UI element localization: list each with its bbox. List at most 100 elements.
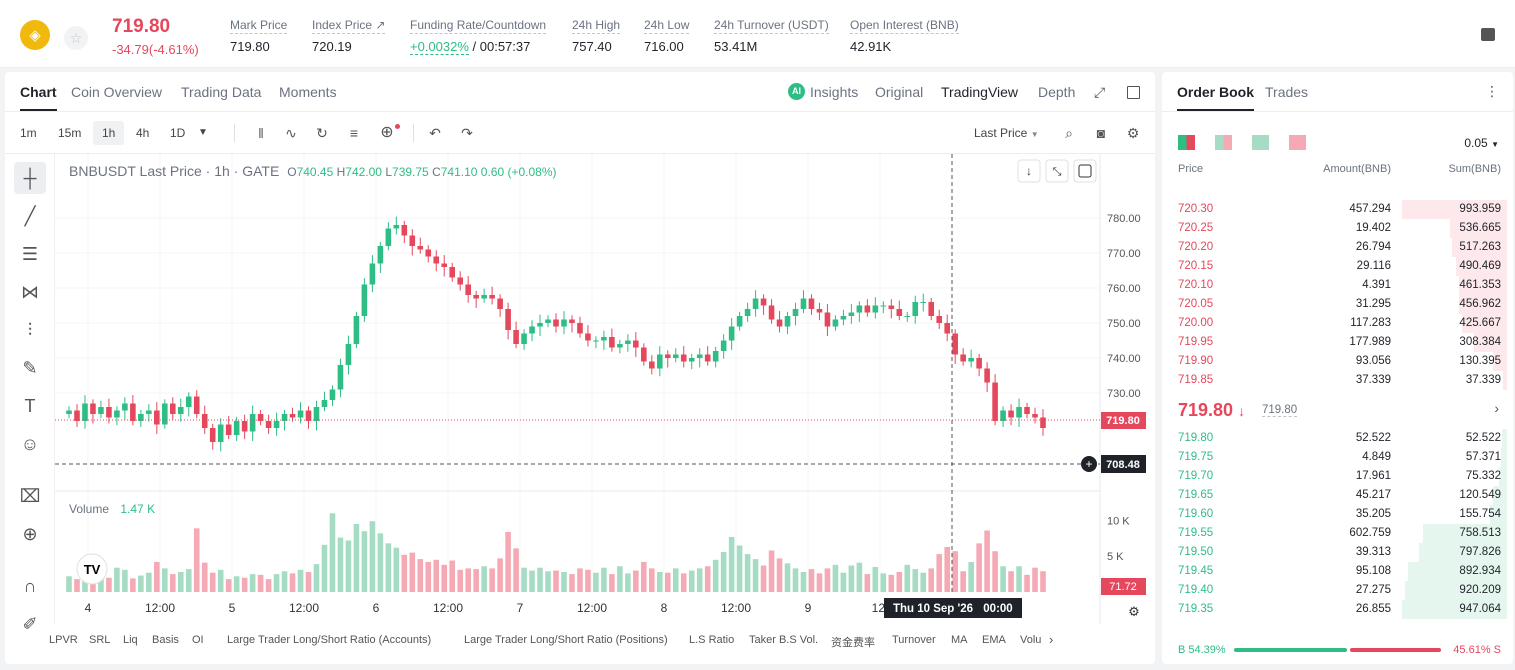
indicator-item[interactable]: EMA bbox=[982, 634, 1006, 646]
indicators-icon[interactable]: ∿ bbox=[285, 125, 297, 141]
candlestick-type-icon[interactable]: 𝍪 bbox=[258, 125, 264, 141]
orderbook-row[interactable]: 719.75 4.849 57.371 bbox=[1162, 448, 1513, 467]
fullscreen-icon[interactable]: ⤢ bbox=[1094, 84, 1106, 100]
indicator-item[interactable]: Large Trader Long/Short Ratio (Positions… bbox=[464, 634, 668, 646]
orderbook-row[interactable]: 719.60 35.205 155.754 bbox=[1162, 505, 1513, 524]
orderbook-row[interactable]: 719.85 37.339 37.339 bbox=[1162, 371, 1513, 390]
add-icon[interactable]: ⊕ bbox=[380, 124, 394, 141]
view-alt-icon[interactable] bbox=[1215, 135, 1232, 150]
tab-depth[interactable]: Depth bbox=[1038, 84, 1076, 100]
tab-trades[interactable]: Trades bbox=[1265, 84, 1309, 100]
stat-index-price[interactable]: Index Price ↗ 720.19 bbox=[312, 18, 386, 54]
indicator-item[interactable]: Volu bbox=[1020, 634, 1042, 646]
indicator-item[interactable]: Basis bbox=[152, 634, 179, 646]
indicator-item[interactable]: OI bbox=[192, 634, 204, 646]
indicator-item[interactable]: MA bbox=[951, 634, 968, 646]
timeframe-dropdown-icon[interactable]: ▼ bbox=[198, 127, 208, 138]
indicator-item[interactable]: L.S Ratio bbox=[689, 634, 735, 646]
orderbook-row[interactable]: 720.00 117.283 425.667 bbox=[1162, 314, 1513, 333]
view-asks-icon[interactable] bbox=[1289, 135, 1306, 150]
mid-mark-price[interactable]: 719.80 bbox=[1262, 404, 1298, 417]
magnet-icon[interactable]: ∩ bbox=[23, 576, 37, 596]
timeframe-1d[interactable]: 1D bbox=[170, 126, 186, 140]
chevron-right-icon[interactable]: › bbox=[1494, 400, 1499, 416]
window-icon[interactable] bbox=[1127, 86, 1140, 99]
candle bbox=[473, 295, 479, 299]
indicator-item[interactable]: SRL bbox=[89, 634, 111, 646]
indicator-item[interactable]: Large Trader Long/Short Ratio (Accounts) bbox=[227, 634, 432, 646]
search-icon[interactable]: ⌕ bbox=[1065, 125, 1073, 141]
volume-bar bbox=[672, 568, 679, 592]
precision-select[interactable]: 0.05 ▼ bbox=[1464, 136, 1499, 150]
orderbook-row[interactable]: 719.80 52.522 52.522 bbox=[1162, 429, 1513, 448]
tab-chart[interactable]: Chart bbox=[20, 84, 57, 111]
timeframe-15m[interactable]: 15m bbox=[58, 126, 82, 140]
horizontal-lines-icon[interactable]: ☰ bbox=[21, 244, 39, 264]
book-icon[interactable] bbox=[1481, 28, 1495, 41]
replay-icon[interactable]: ↻ bbox=[316, 125, 328, 141]
orderbook-row[interactable]: 719.40 27.275 920.209 bbox=[1162, 581, 1513, 600]
candle bbox=[433, 256, 440, 264]
volume-bar bbox=[257, 574, 264, 592]
tab-insights[interactable]: Insights bbox=[810, 84, 859, 100]
chevron-right-icon[interactable]: › bbox=[1049, 632, 1054, 647]
orderbook-row[interactable]: 719.55 602.759 758.513 bbox=[1162, 524, 1513, 543]
orderbook-row[interactable]: 719.95 177.989 308.384 bbox=[1162, 333, 1513, 352]
brush-icon[interactable]: ✎ bbox=[22, 358, 38, 378]
candle bbox=[896, 309, 903, 316]
funding-rate[interactable]: +0.0032% bbox=[410, 39, 469, 55]
orderbook-row[interactable]: 719.65 45.217 120.549 bbox=[1162, 486, 1513, 505]
ticker-header: ◈ ☆ 719.80 -34.79(-4.61%) Mark Price 719… bbox=[0, 0, 1515, 68]
view-bids-icon[interactable] bbox=[1252, 135, 1269, 150]
undo-icon[interactable]: ↶ bbox=[429, 125, 441, 141]
timeframe-1m[interactable]: 1m bbox=[20, 126, 37, 140]
fib-icon[interactable]: ⫶ bbox=[27, 320, 33, 340]
pencil-lock-icon[interactable]: ✐ bbox=[22, 614, 38, 634]
indicator-item[interactable]: Liq bbox=[123, 634, 138, 646]
tab-coin-overview[interactable]: Coin Overview bbox=[71, 84, 163, 100]
volume-bar bbox=[169, 574, 176, 592]
orderbook-row[interactable]: 720.25 19.402 536.665 bbox=[1162, 219, 1513, 238]
tab-trading-data[interactable]: Trading Data bbox=[181, 84, 262, 100]
settings-gear-icon[interactable]: ⚙ bbox=[1126, 125, 1140, 141]
templates-icon[interactable]: ≡ bbox=[349, 125, 359, 141]
orderbook-row[interactable]: 720.15 29.116 490.469 bbox=[1162, 257, 1513, 276]
pattern-icon[interactable]: ⋈ bbox=[21, 282, 39, 302]
price-type-select[interactable]: Last Price ▼ bbox=[974, 126, 1039, 140]
ruler-icon[interactable]: ⌧ bbox=[19, 486, 41, 506]
timeframe-1h[interactable]: 1h bbox=[93, 121, 125, 145]
zoom-in-icon[interactable]: ⊕ bbox=[22, 524, 38, 544]
orderbook-row[interactable]: 719.50 39.313 797.826 bbox=[1162, 543, 1513, 562]
orderbook-row[interactable]: 720.30 457.294 993.959 bbox=[1162, 200, 1513, 219]
orderbook-row[interactable]: 719.70 17.961 75.332 bbox=[1162, 467, 1513, 486]
indicator-item[interactable]: Taker B.S Vol. bbox=[749, 634, 819, 646]
view-both-icon[interactable] bbox=[1178, 135, 1195, 150]
orderbook-row[interactable]: 720.05 31.295 456.962 bbox=[1162, 295, 1513, 314]
stat-label: 24h High bbox=[572, 18, 621, 34]
tab-order-book[interactable]: Order Book bbox=[1177, 84, 1255, 111]
candle bbox=[960, 354, 966, 362]
camera-icon[interactable]: ◙ bbox=[1096, 125, 1106, 141]
emoji-icon[interactable]: ☺ bbox=[20, 434, 40, 454]
orderbook-row[interactable]: 719.45 95.108 892.934 bbox=[1162, 562, 1513, 581]
orderbook-row[interactable]: 720.20 26.794 517.263 bbox=[1162, 238, 1513, 257]
row-sum: 947.064 bbox=[1459, 603, 1501, 615]
trendline-icon[interactable]: ╱ bbox=[24, 206, 36, 226]
orderbook-row[interactable]: 720.10 4.391 461.353 bbox=[1162, 276, 1513, 295]
orderbook-row[interactable]: 719.90 93.056 130.395 bbox=[1162, 352, 1513, 371]
timeframe-4h[interactable]: 4h bbox=[136, 126, 150, 140]
favorite-star-icon[interactable]: ☆ bbox=[64, 26, 88, 50]
orderbook-row[interactable]: 719.35 26.855 947.064 bbox=[1162, 600, 1513, 619]
redo-icon[interactable]: ↷ bbox=[461, 125, 473, 141]
indicator-item[interactable]: 资金费率 bbox=[831, 637, 875, 649]
price-chart[interactable]: 780.00 770.00 760.00 750.00 740.00 730.00 10 K… bbox=[55, 154, 1150, 624]
tab-tradingview[interactable]: TradingView bbox=[941, 84, 1019, 100]
crosshair-icon[interactable]: ┼ bbox=[14, 162, 46, 194]
tab-original[interactable]: Original bbox=[875, 84, 924, 100]
indicator-item[interactable]: LPVR bbox=[49, 634, 78, 646]
tab-moments[interactable]: Moments bbox=[279, 84, 337, 100]
text-tool-icon[interactable]: T bbox=[24, 396, 36, 416]
candle bbox=[138, 414, 144, 421]
more-options-icon[interactable]: ⋮ bbox=[1485, 83, 1499, 99]
indicator-item[interactable]: Turnover bbox=[892, 634, 936, 646]
